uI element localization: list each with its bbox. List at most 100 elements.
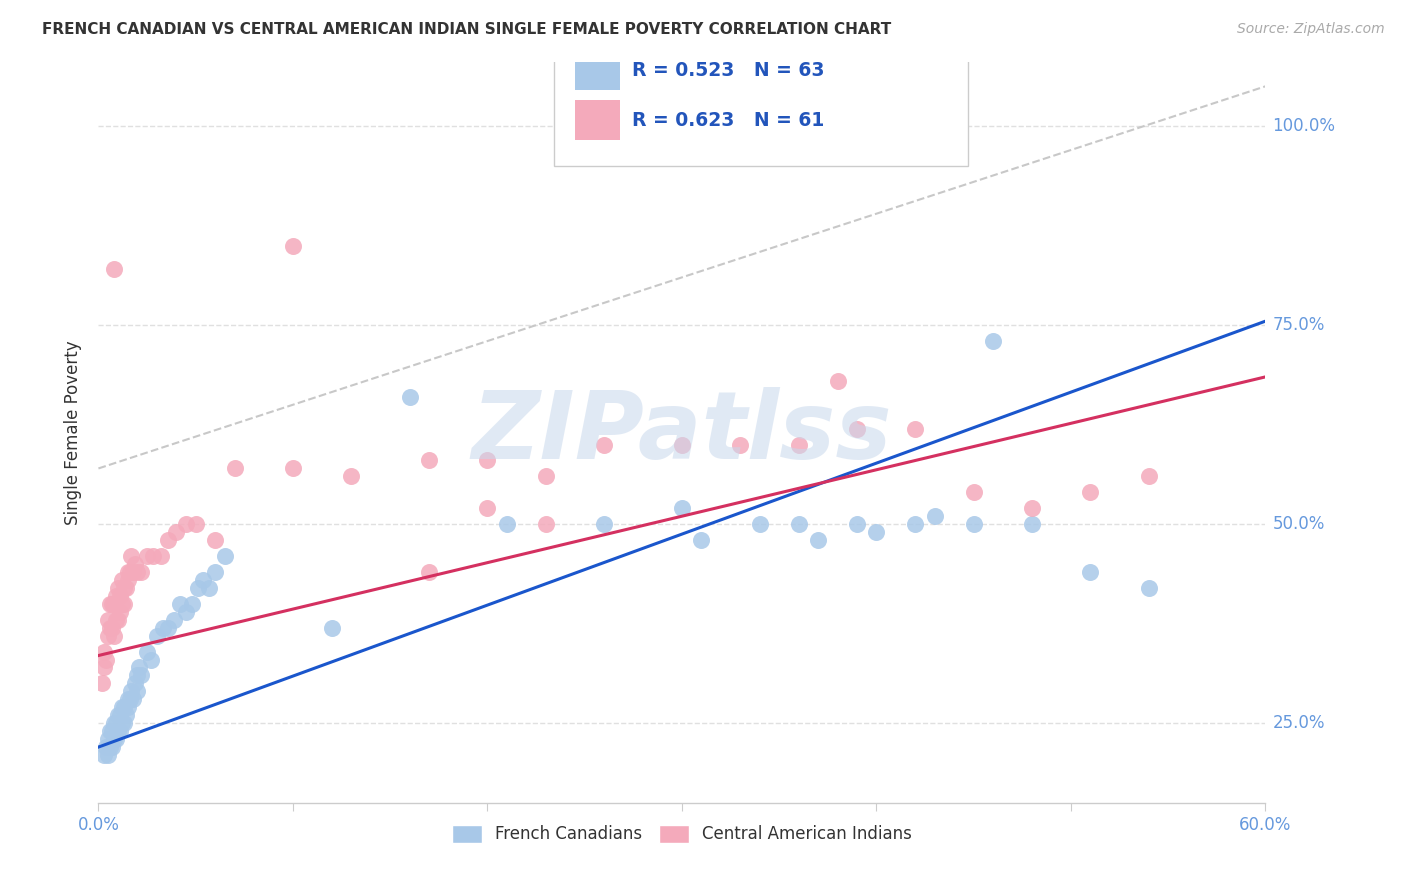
Point (204, 533, 226, 547)
Point (198, 581, 221, 595)
Point (101, 621, 124, 635)
Point (117, 692, 139, 706)
Point (101, 724, 124, 739)
Legend: French Canadians, Central American Indians: French Canadians, Central American India… (446, 818, 918, 850)
Point (1080, 565, 1102, 579)
Point (904, 517, 927, 532)
Text: ZIPatlss: ZIPatlss (471, 386, 893, 479)
Point (118, 692, 141, 706)
Point (730, 437, 752, 451)
Point (690, 533, 713, 547)
Point (107, 581, 129, 595)
Point (104, 589, 127, 603)
Point (112, 716, 135, 731)
Point (111, 716, 134, 731)
Point (1080, 485, 1102, 500)
Point (321, 621, 343, 635)
Text: 75.0%: 75.0% (1272, 316, 1324, 334)
Point (1137, 581, 1160, 595)
Point (193, 573, 215, 587)
Point (169, 597, 191, 611)
Text: 50.0%: 50.0% (1272, 516, 1324, 533)
Point (149, 549, 172, 563)
Point (111, 700, 134, 714)
Point (91, 676, 114, 690)
Point (827, 374, 849, 388)
Point (981, 334, 1004, 348)
Point (418, 565, 440, 579)
Point (281, 461, 304, 475)
Point (112, 700, 135, 714)
Text: 25.0%: 25.0% (1272, 714, 1324, 732)
Point (534, 469, 557, 483)
Y-axis label: Single Female Poverty: Single Female Poverty (65, 341, 83, 524)
Point (93, 660, 115, 674)
Point (152, 621, 174, 635)
Point (114, 708, 136, 723)
Point (127, 565, 149, 579)
Point (224, 461, 246, 475)
Point (146, 629, 169, 643)
Point (122, 692, 145, 706)
Point (98, 597, 121, 611)
Point (114, 581, 136, 595)
Point (846, 422, 869, 436)
Point (165, 525, 187, 540)
Point (96, 740, 118, 755)
Point (117, 700, 139, 714)
Point (124, 676, 146, 690)
Point (129, 565, 152, 579)
Point (139, 652, 162, 666)
Point (108, 708, 131, 723)
Point (477, 501, 499, 516)
Point (136, 644, 159, 658)
Point (103, 262, 125, 277)
Point (111, 597, 134, 611)
Point (184, 517, 207, 532)
Point (340, 469, 363, 483)
Point (281, 238, 304, 252)
Point (111, 573, 134, 587)
Point (127, 684, 149, 698)
Point (108, 589, 131, 603)
Point (496, 517, 519, 532)
Point (121, 549, 143, 563)
Point (103, 716, 125, 731)
Point (593, 517, 616, 532)
Point (204, 565, 226, 579)
Point (104, 732, 127, 747)
Point (398, 390, 420, 404)
Point (174, 517, 197, 532)
Point (97, 613, 120, 627)
Point (112, 581, 135, 595)
Point (534, 517, 557, 532)
Point (477, 453, 499, 467)
Point (108, 605, 131, 619)
Point (180, 597, 202, 611)
Point (118, 565, 141, 579)
Text: FRENCH CANADIAN VS CENTRAL AMERICAN INDIAN SINGLE FEMALE POVERTY CORRELATION CHA: FRENCH CANADIAN VS CENTRAL AMERICAN INDI… (42, 22, 891, 37)
Point (101, 597, 124, 611)
Point (418, 453, 440, 467)
Point (593, 437, 616, 451)
Text: Source: ZipAtlas.com: Source: ZipAtlas.com (1237, 22, 1385, 37)
Point (97, 732, 120, 747)
Point (117, 573, 139, 587)
Point (787, 437, 810, 451)
FancyBboxPatch shape (575, 101, 620, 140)
Point (174, 605, 197, 619)
Point (103, 597, 125, 611)
Point (163, 613, 186, 627)
Point (128, 660, 150, 674)
Point (142, 549, 165, 563)
Point (121, 684, 143, 698)
Text: R = 0.523   N = 63: R = 0.523 N = 63 (631, 61, 824, 80)
FancyBboxPatch shape (575, 51, 620, 90)
Point (107, 724, 129, 739)
Point (97, 629, 120, 643)
FancyBboxPatch shape (554, 59, 967, 166)
Point (101, 740, 124, 755)
Point (924, 509, 946, 524)
Point (1137, 469, 1160, 483)
Point (98, 740, 121, 755)
